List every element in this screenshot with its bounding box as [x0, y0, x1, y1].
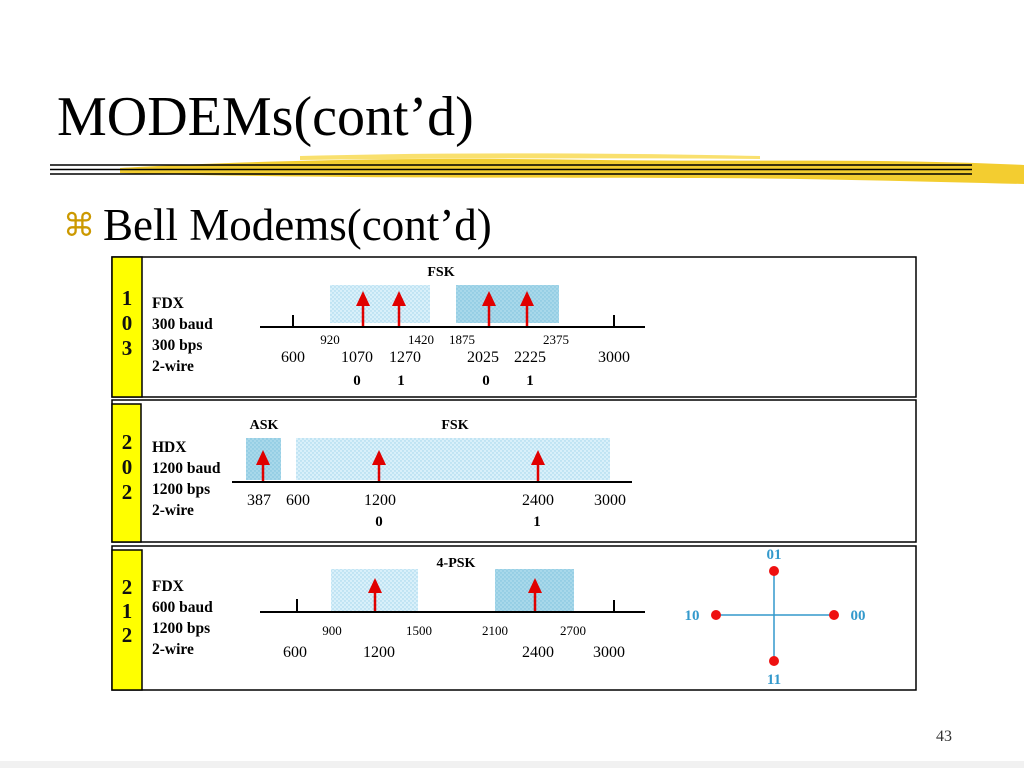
- frequency-label: 600: [281, 349, 305, 366]
- frequency-label: 3000: [594, 492, 626, 509]
- modem-id-digit: 0: [122, 455, 133, 479]
- band-edge-label: 2100: [482, 623, 508, 638]
- band-edge-label: 1500: [406, 623, 432, 638]
- constellation-point-label: 00: [851, 608, 866, 624]
- band-edge-label: 2700: [560, 623, 586, 638]
- modem-id-strip: [111, 549, 143, 691]
- yellow-brush-streak: [300, 153, 760, 160]
- bell-103-panel: 1 0 3 FDX 300 baud 300 bps 2-wire FSK 92…: [111, 256, 917, 398]
- wiring-spec: 2-wire: [152, 502, 194, 519]
- constellation-point: [769, 656, 779, 666]
- modem-id-digit: 2: [122, 623, 133, 647]
- bit-label: 1: [526, 373, 534, 389]
- wiring-spec: 2-wire: [152, 641, 194, 658]
- baud-spec: 600 baud: [152, 599, 213, 616]
- title-rule: [50, 153, 1024, 184]
- frequency-label: 3000: [593, 644, 625, 661]
- modem-id-strip: [111, 256, 143, 398]
- band-edge-label: 2375: [543, 332, 569, 347]
- modulation-label: FSK: [441, 418, 468, 433]
- duplex-spec: FDX: [152, 295, 185, 312]
- frequency-label: 2025: [467, 349, 499, 366]
- band-edge-label: 1875: [449, 332, 475, 347]
- band-edge-label: 900: [322, 623, 342, 638]
- constellation-point: [829, 610, 839, 620]
- modem-id-digit: 2: [122, 575, 133, 599]
- frequency-label: 1200: [363, 644, 395, 661]
- frequency-label: 3000: [598, 349, 630, 366]
- carrier-arrow: [256, 450, 270, 482]
- modulation-label: ASK: [250, 418, 279, 433]
- frequency-label: 600: [286, 492, 310, 509]
- bullet-text: Bell Modems(cont’d): [103, 200, 492, 250]
- wiring-spec: 2-wire: [152, 358, 194, 375]
- frequency-band-light: [296, 438, 610, 480]
- frequency-label: 600: [283, 644, 307, 661]
- baud-spec: 1200 baud: [152, 460, 221, 477]
- page-number: 43: [936, 728, 952, 745]
- frequency-label: 2400: [522, 644, 554, 661]
- frequency-label: 1270: [389, 349, 421, 366]
- modem-id-digit: 1: [122, 599, 133, 623]
- band-edge-label: 920: [320, 332, 340, 347]
- constellation-point-label: 10: [685, 608, 700, 624]
- bit-label: 0: [375, 514, 383, 530]
- carrier-arrow: [531, 450, 545, 482]
- yellow-brush-stroke: [120, 158, 1024, 184]
- frequency-label: 1200: [364, 492, 396, 509]
- bitrate-spec: 1200 bps: [152, 481, 210, 498]
- baud-spec: 300 baud: [152, 316, 213, 333]
- modem-id-digit: 1: [122, 286, 133, 310]
- bit-label: 1: [397, 373, 405, 389]
- modem-id-strip: [111, 403, 142, 543]
- bit-label: 1: [533, 514, 541, 530]
- constellation-point: [769, 566, 779, 576]
- duplex-spec: FDX: [152, 578, 185, 595]
- footer-band: [0, 761, 1024, 768]
- constellation-point: [711, 610, 721, 620]
- frequency-band-light: [330, 285, 430, 323]
- bit-label: 0: [353, 373, 361, 389]
- duplex-spec: HDX: [152, 439, 187, 456]
- modulation-label: FSK: [427, 265, 454, 280]
- psk-constellation: 01 10 00 11: [685, 547, 866, 688]
- modem-id-digit: 2: [122, 430, 133, 454]
- band-edge-label: 1420: [408, 332, 434, 347]
- modem-id-digit: 0: [122, 311, 133, 335]
- constellation-point-label: 11: [767, 672, 781, 688]
- carrier-arrow: [368, 578, 382, 612]
- carrier-arrow: [528, 578, 542, 612]
- modulation-label: 4-PSK: [437, 556, 476, 571]
- carrier-arrow: [356, 291, 370, 327]
- carrier-arrow: [392, 291, 406, 327]
- panel-frame: [111, 545, 917, 691]
- frequency-label: 1070: [341, 349, 373, 366]
- constellation-point-label: 01: [767, 547, 782, 563]
- frequency-label: 2400: [522, 492, 554, 509]
- carrier-arrow: [520, 291, 534, 327]
- modem-id-digit: 3: [122, 336, 133, 360]
- bitrate-spec: 1200 bps: [152, 620, 210, 637]
- modem-id-digit: 2: [122, 480, 133, 504]
- frequency-label: 387: [247, 492, 271, 509]
- bell-212-panel: 2 1 2 FDX 600 baud 1200 bps 2-wire 4-PSK…: [111, 545, 917, 691]
- bitrate-spec: 300 bps: [152, 337, 202, 354]
- bit-label: 0: [482, 373, 490, 389]
- slide-title: MODEMs(cont’d): [57, 86, 474, 148]
- carrier-arrow: [372, 450, 386, 482]
- frequency-band-dark: [456, 285, 559, 323]
- bell-202-panel: 2 0 2 HDX 1200 baud 1200 bps 2-wire ASK …: [111, 399, 917, 543]
- carrier-arrow: [482, 291, 496, 327]
- command-key-bullet-icon: ⌘: [63, 206, 95, 244]
- frequency-label: 2225: [514, 349, 546, 366]
